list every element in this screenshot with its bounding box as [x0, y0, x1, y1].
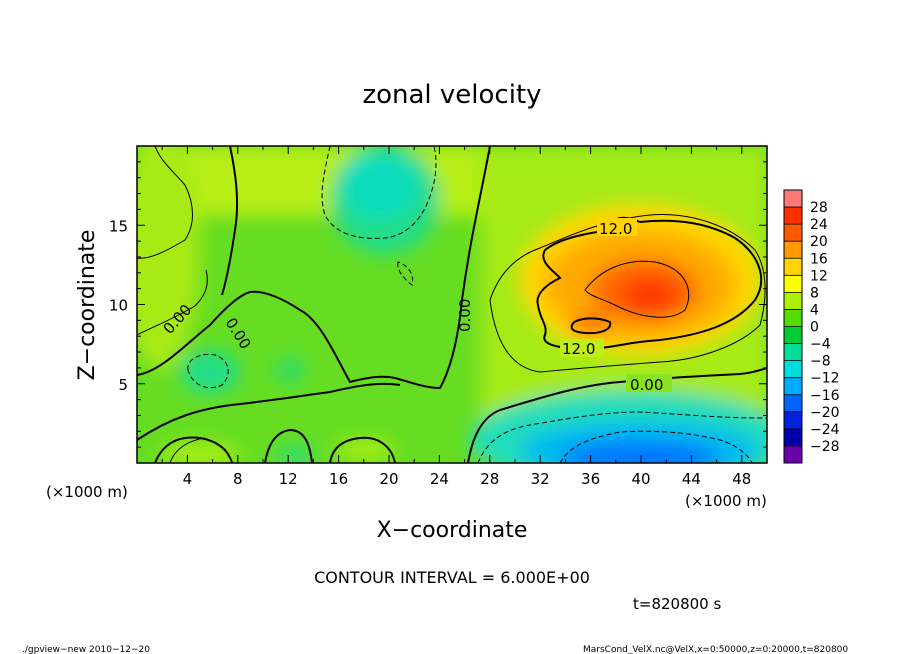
- colorbar-label: 4: [810, 302, 819, 318]
- plot-area: 12.0 12.0 0.00 0.00 0.00 0.00: [137, 146, 767, 463]
- x-tick-label: 40: [631, 470, 650, 488]
- contour-label-12-upper: 12.0: [599, 220, 632, 238]
- x-tick-label: 24: [430, 470, 449, 488]
- colorbar-swatch: [784, 326, 802, 345]
- colorbar-swatch: [784, 258, 802, 276]
- contour-label-0-center: 0.00: [456, 299, 474, 332]
- colorbar-label: 20: [810, 234, 828, 250]
- chart-title: zonal velocity: [362, 80, 541, 110]
- colorbar-swatch: [784, 241, 802, 259]
- colorbar-swatch: [784, 445, 802, 464]
- colorbar-swatch: [784, 207, 802, 225]
- colorbar-swatch: [784, 190, 802, 208]
- y-tick-label: 10: [109, 297, 128, 315]
- y-axis: 5 10 15: [109, 161, 767, 448]
- colorbar-swatch: [784, 360, 802, 379]
- x-units-label-left: (×1000 m): [46, 483, 128, 501]
- colorbar-label: 24: [810, 217, 828, 233]
- colorbar-swatch: [784, 309, 802, 327]
- x-units-label-right: (×1000 m): [685, 492, 767, 510]
- colorbar-swatch: [784, 343, 802, 362]
- colorbar-label: −16: [810, 388, 840, 404]
- y-axis-title: Z−coordinate: [75, 230, 100, 381]
- contour-label-0-lower: 0.00: [630, 376, 663, 394]
- contour-lines: [137, 146, 767, 463]
- footer-right: MarsCond_VelX.nc@VelX,x=0:50000,z=0:2000…: [583, 645, 848, 654]
- colorbar-label: −12: [810, 371, 840, 387]
- colorbar-swatch: [784, 292, 802, 310]
- colorbar-label: −20: [810, 405, 840, 421]
- colorbar-label: 8: [810, 285, 819, 301]
- colorbar-label: 28: [810, 200, 828, 216]
- x-tick-label: 44: [682, 470, 701, 488]
- y-tick-label: 5: [118, 376, 128, 394]
- x-tick-label: 28: [480, 470, 499, 488]
- y-tick-label: 15: [109, 217, 128, 235]
- colorbar-swatch: [784, 224, 802, 242]
- x-axis: 4 8 12 16 20 24 28 32 36 40 44 48: [161, 146, 751, 488]
- x-tick-label: 36: [581, 470, 600, 488]
- colorbar-label: 16: [810, 251, 828, 267]
- footer-left: ./gpview−new 2010−12−20: [22, 645, 150, 654]
- x-tick-label: 32: [531, 470, 550, 488]
- colorbar-label: −28: [810, 439, 840, 455]
- x-tick-label: 20: [379, 470, 398, 488]
- contour-interval-text: CONTOUR INTERVAL = 6.000E+00: [314, 568, 590, 587]
- x-tick-label: 16: [329, 470, 348, 488]
- x-tick-label: 4: [183, 470, 193, 488]
- colorbar-swatch: [784, 411, 802, 430]
- colorbar-label: −8: [810, 354, 831, 370]
- x-axis-title: X−coordinate: [377, 518, 528, 543]
- colorbar-label: 0: [810, 320, 819, 336]
- x-tick-label: 8: [233, 470, 243, 488]
- x-tick-label: 12: [279, 470, 298, 488]
- time-text: t=820800 s: [633, 595, 721, 613]
- colorbar-swatch: [784, 275, 802, 293]
- contour-label-12-lower: 12.0: [562, 340, 595, 358]
- colorbar-label: −4: [810, 337, 831, 353]
- colorbar-swatch: [784, 377, 802, 396]
- shaded-field: [137, 146, 767, 463]
- contour-labels: 12.0 12.0 0.00 0.00 0.00 0.00: [160, 218, 672, 394]
- colorbar-label: 12: [810, 268, 828, 284]
- colorbar-swatch: [784, 394, 802, 413]
- x-tick-label: 48: [732, 470, 751, 488]
- colorbar-swatch: [784, 428, 802, 447]
- colorbar-label: −24: [810, 422, 840, 438]
